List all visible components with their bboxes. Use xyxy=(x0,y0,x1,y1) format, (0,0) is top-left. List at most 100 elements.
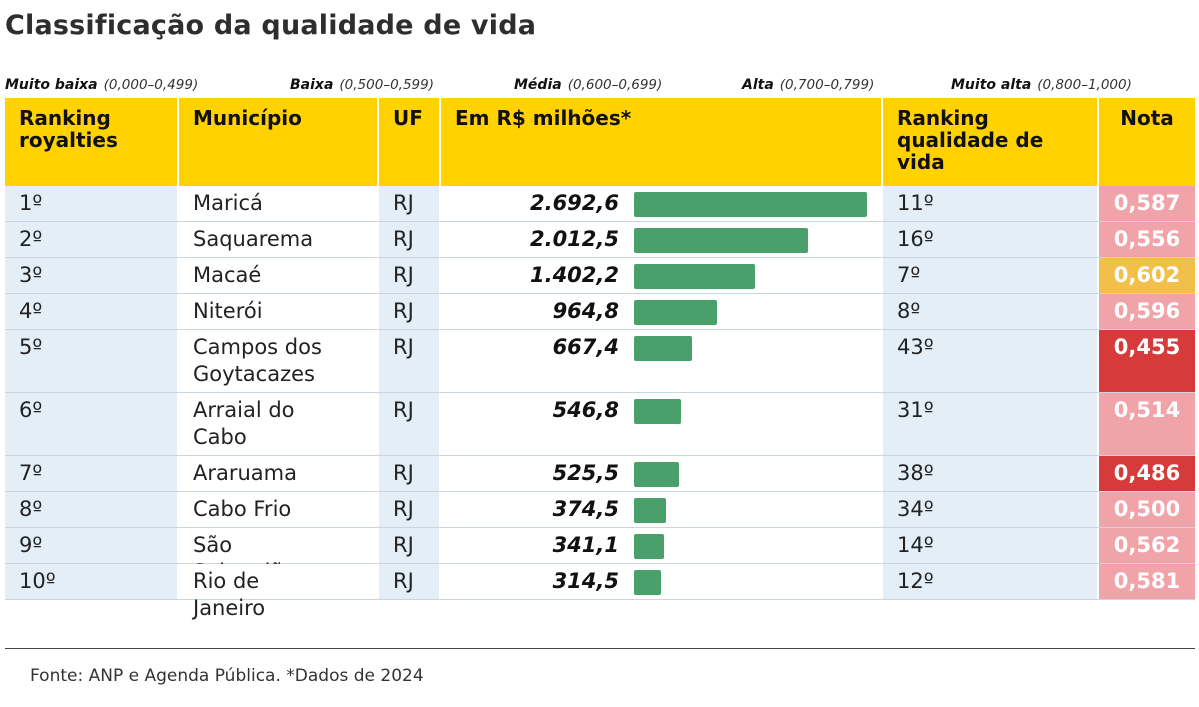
bar xyxy=(634,498,666,523)
header-ranking-qualidade: Ranking qualidade de vida xyxy=(883,98,1097,186)
rank-qualidade-cell: 11º xyxy=(883,186,1097,221)
value-label: 546,8 xyxy=(552,398,619,422)
nota-cell: 0,500 xyxy=(1099,492,1195,527)
valor-cell: 546,8 xyxy=(441,393,881,455)
valor-cell: 2.692,6 xyxy=(441,186,881,221)
legend-item-muito-baixa: Muito baixa (0,000–0,499) xyxy=(5,77,198,93)
nota-value: 0,602 xyxy=(1113,263,1181,287)
uf-cell: RJ xyxy=(379,492,439,527)
bar xyxy=(634,399,681,424)
municipio-cell: Niterói xyxy=(179,294,377,329)
nota-cell: 0,602 xyxy=(1099,258,1195,293)
bar xyxy=(634,264,755,289)
uf-cell: RJ xyxy=(379,294,439,329)
rank-qualidade-cell: 34º xyxy=(883,492,1097,527)
table-row: 6º Arraial do Cabo RJ 546,8 31º 0,514 xyxy=(5,393,1195,456)
rank-qualidade-cell: 31º xyxy=(883,393,1097,455)
nota-value: 0,500 xyxy=(1113,497,1181,521)
header-nota: Nota xyxy=(1099,98,1195,186)
nota-value: 0,587 xyxy=(1113,191,1181,215)
nota-value: 0,581 xyxy=(1113,569,1181,593)
value-label: 964,8 xyxy=(552,299,619,323)
value-label: 2.692,6 xyxy=(529,191,619,215)
legend-label: Alta xyxy=(742,77,774,93)
uf-cell: RJ xyxy=(379,528,439,563)
table-row: 5º Campos dos Goytacazes RJ 667,4 43º 0,455 xyxy=(5,330,1195,393)
municipio-cell: Macaé xyxy=(179,258,377,293)
header-ranking-royalties: Ranking royalties xyxy=(5,98,177,186)
source-note: Fonte: ANP e Agenda Pública. *Dados de 2… xyxy=(30,666,424,686)
uf-cell: RJ xyxy=(379,258,439,293)
valor-cell: 2.012,5 xyxy=(441,222,881,257)
nota-value: 0,596 xyxy=(1113,299,1181,323)
nota-cell: 0,556 xyxy=(1099,222,1195,257)
legend-label: Baixa xyxy=(290,77,334,93)
valor-cell: 667,4 xyxy=(441,330,881,392)
nota-cell: 0,581 xyxy=(1099,564,1195,599)
nota-cell: 0,596 xyxy=(1099,294,1195,329)
table-row: 8º Cabo Frio RJ 374,5 34º 0,500 xyxy=(5,492,1195,528)
uf-cell: RJ xyxy=(379,393,439,455)
municipio-cell: Maricá xyxy=(179,186,377,221)
bar xyxy=(634,192,867,217)
header-municipio: Município xyxy=(179,98,377,186)
rank-royalties-cell: 10º xyxy=(5,564,177,599)
value-label: 525,5 xyxy=(552,461,619,485)
bar xyxy=(634,336,692,361)
bar xyxy=(634,534,664,559)
legend-label: Muito baixa xyxy=(5,77,98,93)
uf-cell: RJ xyxy=(379,564,439,599)
valor-cell: 374,5 xyxy=(441,492,881,527)
table-row: 3º Macaé RJ 1.402,2 7º 0,602 xyxy=(5,258,1195,294)
ranking-table: Ranking royalties Município UF Em R$ mil… xyxy=(5,98,1195,620)
rank-qualidade-cell: 16º xyxy=(883,222,1097,257)
table-row: 2º Saquarema RJ 2.012,5 16º 0,556 xyxy=(5,222,1195,258)
municipio-cell: Campos dos Goytacazes xyxy=(179,330,377,392)
nota-value: 0,486 xyxy=(1113,461,1181,485)
municipio-cell: Cabo Frio xyxy=(179,492,377,527)
legend-label: Média xyxy=(514,77,562,93)
value-label: 2.012,5 xyxy=(529,227,619,251)
header-uf: UF xyxy=(379,98,439,186)
bar xyxy=(634,300,717,325)
rank-qualidade-cell: 12º xyxy=(883,564,1097,599)
municipio-cell: Rio de Janeiro xyxy=(179,564,377,620)
bar xyxy=(634,462,679,487)
value-label: 374,5 xyxy=(552,497,619,521)
legend-item-muito-alta: Muito alta (0,800–1,000) xyxy=(951,77,1132,93)
valor-cell: 1.402,2 xyxy=(441,258,881,293)
rank-qualidade-cell: 43º xyxy=(883,330,1097,392)
nota-value: 0,514 xyxy=(1113,398,1181,422)
valor-cell: 341,1 xyxy=(441,528,881,563)
value-label: 1.402,2 xyxy=(529,263,619,287)
municipio-cell: Araruama xyxy=(179,456,377,491)
nota-value: 0,556 xyxy=(1113,227,1181,251)
value-label: 667,4 xyxy=(552,335,619,359)
table-row: 7º Araruama RJ 525,5 38º 0,486 xyxy=(5,456,1195,492)
value-label: 314,5 xyxy=(552,569,619,593)
legend-range: (0,500–0,599) xyxy=(339,77,434,93)
rank-royalties-cell: 2º xyxy=(5,222,177,257)
chart-title: Classificação da qualidade de vida xyxy=(5,10,537,41)
value-label: 341,1 xyxy=(552,533,619,557)
legend-range: (0,000–0,499) xyxy=(103,77,199,93)
legend-label: Muito alta xyxy=(951,77,1032,93)
valor-cell: 314,5 xyxy=(441,564,881,599)
rank-qualidade-cell: 8º xyxy=(883,294,1097,329)
rank-royalties-cell: 5º xyxy=(5,330,177,392)
rank-royalties-cell: 6º xyxy=(5,393,177,455)
uf-cell: RJ xyxy=(379,456,439,491)
nota-cell: 0,455 xyxy=(1099,330,1195,392)
table-row: 4º Niterói RJ 964,8 8º 0,596 xyxy=(5,294,1195,330)
footer-divider xyxy=(5,648,1195,649)
rank-royalties-cell: 3º xyxy=(5,258,177,293)
municipio-cell: Arraial do Cabo xyxy=(179,393,377,455)
rank-royalties-cell: 4º xyxy=(5,294,177,329)
legend-range: (0,800–1,000) xyxy=(1037,77,1132,93)
valor-cell: 525,5 xyxy=(441,456,881,491)
nota-cell: 0,562 xyxy=(1099,528,1195,563)
rank-royalties-cell: 1º xyxy=(5,186,177,221)
table-row: 10º Rio de Janeiro RJ 314,5 12º 0,581 xyxy=(5,564,1195,620)
uf-cell: RJ xyxy=(379,186,439,221)
